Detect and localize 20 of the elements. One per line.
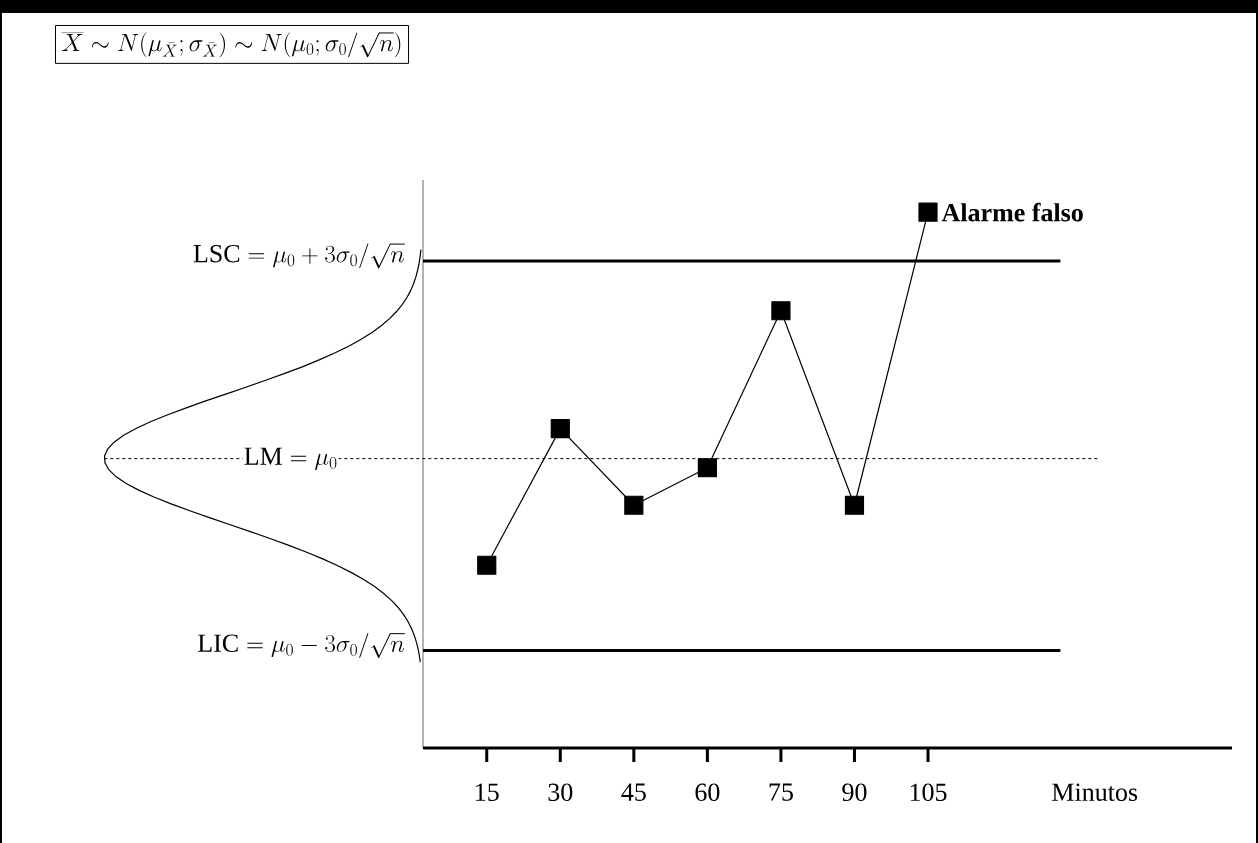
point [550,419,570,439]
x-tick-label: 45 [621,783,646,801]
ref-line-label: $\mathrm{LSC} = \mu_0 + 3\sigma_0/\sqrt{n}$ [193,243,405,269]
point [624,495,644,515]
point [771,301,791,321]
x-tick-label: 105 [910,783,947,802]
point [697,458,717,478]
x-tick-label: 60 [695,783,720,802]
x-tick-label: 90 [842,783,867,802]
x-tick-label: 30 [548,783,573,802]
x-axis-title: Minutos [1052,783,1138,801]
text: $\overline{X} \sim N(\mu_{\bar{X}};\sigma_{\bar{X}}) \sim N(\mu_0;\sigma_0/\sqrt{n})$ [61,32,401,58]
point [477,555,497,575]
point [918,202,938,222]
ref-line-label: $\mathrm{LM} = \mu_0$ [244,447,337,471]
x-tick-label: 75 [769,783,793,801]
x-tick-label: 15 [476,783,499,801]
point [844,495,865,515]
annotation: Alarme falso [941,202,1083,222]
ref-line-label: $\mathrm{LIC} = \mu_0 - 3\sigma_0/\sqrt{n}$ [198,633,405,659]
